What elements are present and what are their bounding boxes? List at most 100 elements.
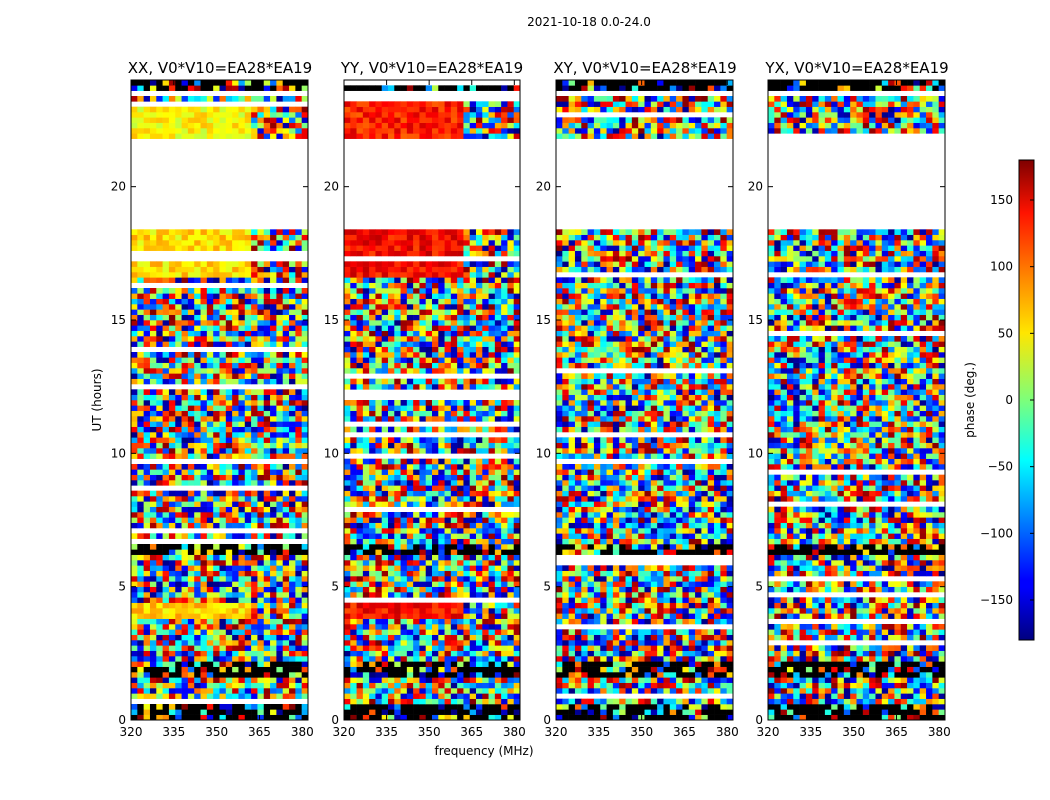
heatmap-cell <box>131 602 138 609</box>
heatmap-cell <box>369 490 376 497</box>
heatmap-cell <box>369 346 376 353</box>
heatmap-cell <box>463 261 471 267</box>
heatmap-cell <box>143 421 151 427</box>
heatmap-cell <box>295 416 302 422</box>
heatmap-cell <box>131 549 138 555</box>
heatmap-cell <box>168 112 176 118</box>
heatmap-cell <box>225 506 233 513</box>
heatmap-cell <box>200 533 208 539</box>
heatmap-cell <box>400 522 408 529</box>
heatmap-cell <box>301 517 309 523</box>
heatmap-cell <box>406 277 414 283</box>
heatmap-cell <box>168 640 176 646</box>
heatmap-cell <box>131 261 138 267</box>
heatmap-cell <box>488 330 496 337</box>
heatmap-cell <box>232 293 239 299</box>
heatmap-cell <box>488 480 496 486</box>
heatmap-cell <box>289 554 296 561</box>
heatmap-cell <box>494 698 502 705</box>
heatmap-cell <box>513 122 521 129</box>
heatmap-cell <box>419 293 427 299</box>
heatmap-cell <box>450 330 458 337</box>
heatmap-cell <box>282 266 290 273</box>
heatmap-cell <box>276 277 284 283</box>
heatmap-cell <box>507 672 515 678</box>
heatmap-cell <box>450 698 458 705</box>
heatmap-cell <box>213 266 220 273</box>
heatmap-cell <box>263 245 271 251</box>
heatmap-cell <box>289 309 296 315</box>
heatmap-cell <box>219 570 227 577</box>
heatmap-cell <box>206 469 214 475</box>
heatmap-cell <box>413 320 420 326</box>
heatmap-cell <box>350 128 357 134</box>
heatmap-cell <box>232 602 239 609</box>
heatmap-cell <box>238 469 246 475</box>
heatmap-cell <box>494 250 502 257</box>
heatmap-cell <box>350 501 357 507</box>
heatmap-cell <box>469 586 477 593</box>
heatmap-cell <box>501 693 508 699</box>
heatmap-cell <box>507 677 515 683</box>
heatmap-cell <box>419 688 427 694</box>
heatmap-cell <box>344 362 351 369</box>
heatmap-cell <box>394 485 401 491</box>
heatmap-cell <box>482 661 489 667</box>
heatmap-cell <box>413 234 420 241</box>
heatmap-cell <box>507 485 515 491</box>
heatmap-cell <box>143 480 151 486</box>
heatmap-cell <box>282 277 290 283</box>
heatmap-cell <box>388 234 395 241</box>
heatmap-cell <box>394 714 401 721</box>
heatmap-cell <box>450 346 458 353</box>
heatmap-cell <box>400 549 408 555</box>
heatmap-cell <box>270 570 277 577</box>
heatmap-cell <box>168 309 176 315</box>
heatmap-cell <box>469 501 477 507</box>
heatmap-cell <box>200 496 208 502</box>
heatmap-cell <box>200 410 208 417</box>
heatmap-cell <box>507 400 515 406</box>
heatmap-cell <box>295 650 302 657</box>
heatmap-cell <box>244 677 252 683</box>
heatmap-cell <box>225 357 233 363</box>
heatmap-cell <box>225 554 233 561</box>
heatmap-cell <box>181 597 189 603</box>
heatmap-cell <box>463 458 471 465</box>
heatmap-cell <box>225 330 233 337</box>
heatmap-cell <box>219 261 227 267</box>
heatmap-cell <box>438 698 445 705</box>
heatmap-cell <box>344 656 351 662</box>
heatmap-cell <box>476 229 483 235</box>
heatmap-cell <box>244 624 252 630</box>
heatmap-cell <box>206 85 214 91</box>
heatmap-cell <box>187 554 195 561</box>
heatmap-cell <box>137 117 144 123</box>
heatmap-cell <box>388 464 395 470</box>
heatmap-cell <box>175 133 182 139</box>
heatmap-cell <box>488 405 496 411</box>
heatmap-cell <box>270 304 277 310</box>
heatmap-cell <box>432 512 439 518</box>
heatmap-cell <box>131 320 138 326</box>
heatmap-cell <box>143 453 151 459</box>
heatmap-cell <box>463 698 471 705</box>
heatmap-cell <box>419 352 427 358</box>
heatmap-cell <box>263 309 271 315</box>
heatmap-cell <box>276 330 284 337</box>
heatmap-cell <box>238 517 246 523</box>
heatmap-cell <box>388 581 395 587</box>
heatmap-cell <box>251 320 258 326</box>
heatmap-cell <box>394 512 401 518</box>
heatmap-cell <box>194 581 201 587</box>
panel-yy: YY, V0*V10=EA28*EA19 320 335 350 365 380 051… <box>324 59 526 739</box>
heatmap-cell <box>501 581 508 587</box>
heatmap-cell <box>301 506 309 513</box>
heatmap-cell <box>513 272 521 278</box>
heatmap-cell <box>381 293 389 299</box>
heatmap-cell <box>251 464 258 470</box>
heatmap-cell <box>137 629 144 635</box>
heatmap-cell <box>494 501 502 507</box>
heatmap-cell <box>476 645 483 651</box>
heatmap-cell <box>181 80 189 86</box>
